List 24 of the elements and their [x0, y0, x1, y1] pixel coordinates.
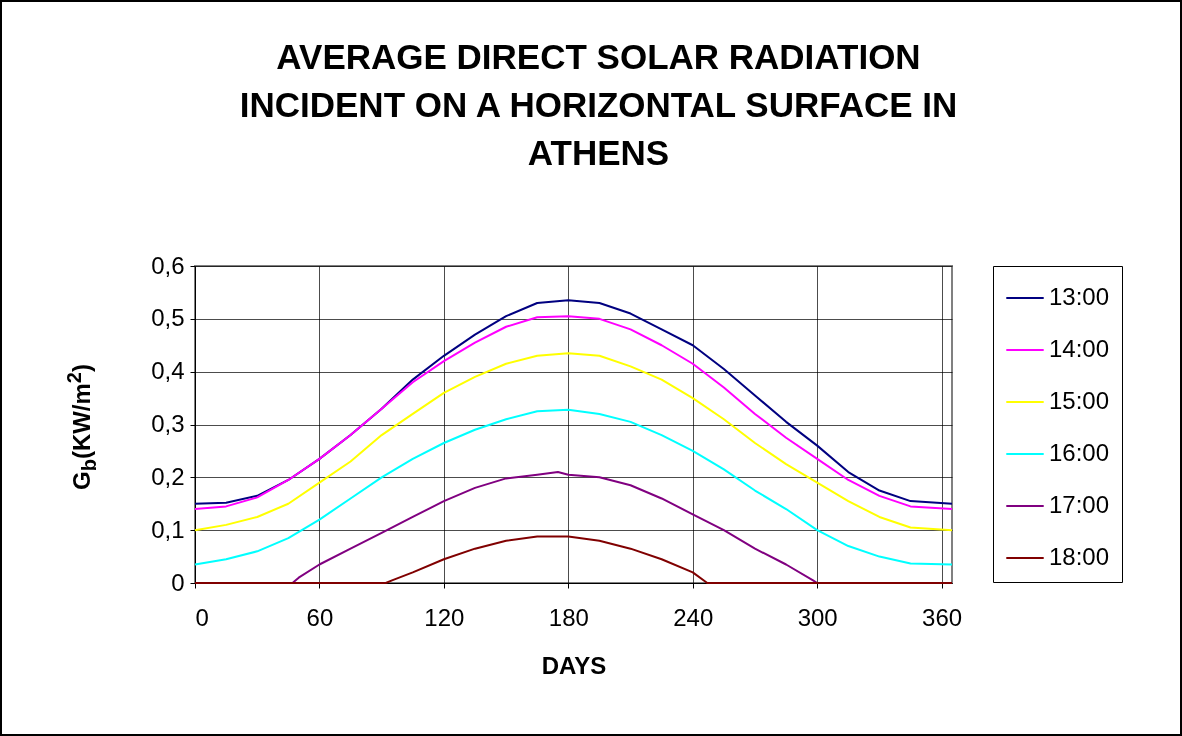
- x-tick-label: 0: [195, 603, 209, 631]
- y-tick-label: 0,2: [151, 462, 185, 490]
- x-tick-label: 120: [424, 603, 465, 631]
- legend-label: 14:00: [1049, 335, 1110, 362]
- x-tick-label: 300: [797, 603, 838, 631]
- x-tick-label: 360: [922, 603, 963, 631]
- x-tick-label: 60: [306, 603, 334, 631]
- line-series: [194, 352, 953, 532]
- y-tick-label: 0,4: [151, 357, 185, 385]
- y-tick-label: 0,3: [151, 410, 185, 437]
- legend-label: 17:00: [1049, 491, 1110, 518]
- chart-title: AVERAGE DIRECT SOLAR RADIATION INCIDENT ON A HORIZONTAL SURFACE IN ATHENS: [239, 37, 958, 172]
- legend-label: 15:00: [1049, 387, 1110, 414]
- y-tick-label: 0,5: [151, 304, 185, 332]
- x-axis-title: DAYS: [541, 651, 607, 679]
- legend-label: 18:00: [1049, 543, 1110, 570]
- legend-label: 13:00: [1049, 283, 1110, 310]
- y-tick-label: 0: [171, 568, 185, 596]
- y-tick-label: 0,1: [151, 515, 185, 543]
- legend-label: 16:00: [1049, 439, 1110, 466]
- line-series: [194, 408, 953, 566]
- y-tick-label: 0,6: [151, 251, 185, 279]
- x-tick-label: 180: [548, 603, 589, 631]
- x-tick-label: 240: [673, 603, 714, 631]
